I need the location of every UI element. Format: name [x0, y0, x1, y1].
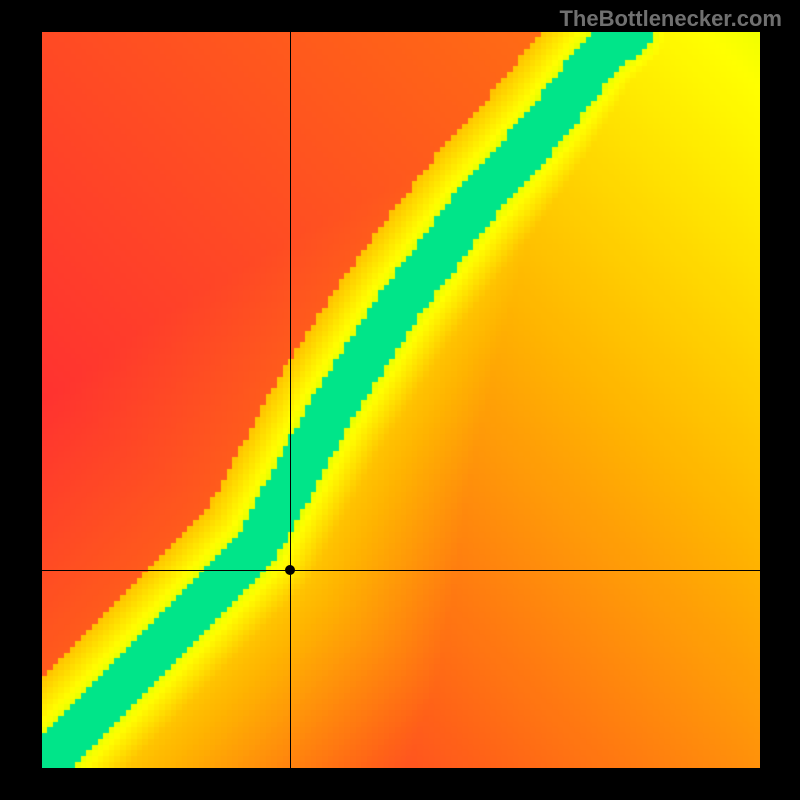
chart-container: TheBottlenecker.com — [0, 0, 800, 800]
crosshair-horizontal — [42, 570, 760, 571]
bottleneck-heatmap — [42, 32, 760, 768]
operating-point-marker — [285, 565, 295, 575]
watermark-text: TheBottlenecker.com — [559, 6, 782, 32]
crosshair-vertical — [290, 32, 291, 768]
